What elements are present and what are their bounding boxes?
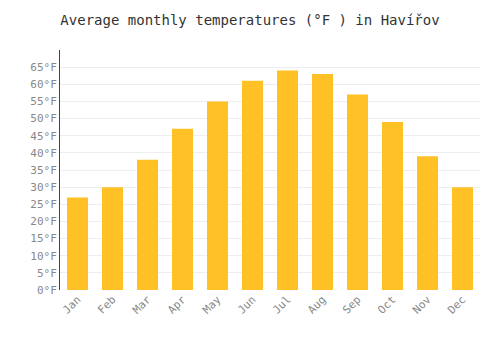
- svg-text:Jan: Jan: [60, 293, 83, 316]
- svg-text:40°F: 40°F: [30, 147, 57, 160]
- svg-text:0°F: 0°F: [37, 284, 57, 297]
- svg-text:60°F: 60°F: [30, 78, 57, 91]
- svg-text:Dec: Dec: [445, 293, 468, 316]
- svg-text:Jun: Jun: [235, 293, 258, 316]
- svg-text:55°F: 55°F: [30, 95, 57, 108]
- svg-text:10°F: 10°F: [30, 250, 57, 263]
- svg-text:35°F: 35°F: [30, 164, 57, 177]
- svg-text:20°F: 20°F: [30, 215, 57, 228]
- svg-text:25°F: 25°F: [30, 198, 57, 211]
- svg-text:Mar: Mar: [130, 293, 154, 317]
- svg-text:Nov: Nov: [410, 293, 434, 317]
- svg-text:45°F: 45°F: [30, 130, 57, 143]
- svg-text:Jul: Jul: [270, 293, 293, 316]
- svg-text:Average monthly temperatures (: Average monthly temperatures (°F ) in Ha…: [60, 12, 439, 28]
- svg-text:30°F: 30°F: [30, 181, 57, 194]
- svg-text:May: May: [200, 293, 224, 317]
- svg-text:65°F: 65°F: [30, 61, 57, 74]
- svg-text:5°F: 5°F: [37, 267, 57, 280]
- svg-text:Aug: Aug: [305, 293, 328, 316]
- svg-text:Sep: Sep: [340, 293, 363, 316]
- svg-text:Apr: Apr: [165, 293, 189, 317]
- svg-text:50°F: 50°F: [30, 112, 57, 125]
- svg-text:Oct: Oct: [375, 293, 398, 316]
- svg-text:Feb: Feb: [95, 293, 118, 316]
- svg-text:15°F: 15°F: [30, 232, 57, 245]
